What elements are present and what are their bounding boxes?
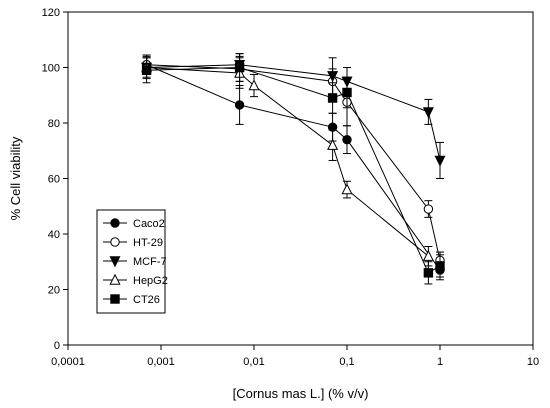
series-caco2 (141, 54, 445, 281)
legend-label: HepG2 (133, 275, 168, 287)
legend-item-ht-29: HT-29 (103, 237, 163, 249)
data-point (341, 183, 353, 195)
data-point (342, 134, 352, 145)
data-point (327, 138, 339, 150)
data-point (234, 100, 245, 110)
series-line (146, 66, 441, 274)
series-hepg2 (141, 57, 434, 267)
legend-marker (109, 256, 121, 268)
data-point (422, 107, 434, 119)
data-point (423, 204, 434, 214)
data-point (434, 155, 446, 167)
series-mcf-7 (141, 53, 446, 179)
x-axis-title: [Cornus mas L.] (% v/v) (233, 386, 369, 401)
y-axis-title: % Cell viability (8, 136, 23, 220)
data-point (327, 71, 339, 83)
x-tick-label: 0,1 (339, 356, 354, 368)
data-point (342, 87, 352, 98)
legend-marker (110, 218, 120, 228)
data-point (327, 93, 338, 103)
x-tick-label: 0,001 (147, 356, 175, 368)
y-tick-label: 40 (48, 229, 60, 241)
legend-label: Caco2 (133, 218, 165, 230)
data-point (234, 62, 245, 73)
legend: Caco2 HT-29 MCF-7 HepG2 CT26 (96, 209, 168, 314)
series-line (146, 67, 429, 257)
data-point (141, 65, 152, 75)
legend-marker (110, 294, 120, 304)
legend-item-mcf-7: MCF-7 (103, 256, 167, 268)
y-tick-label: 80 (48, 118, 60, 130)
series-ht-29 (141, 54, 445, 270)
legend-item-caco2: Caco2 (103, 218, 165, 230)
series-line (146, 64, 441, 161)
series-line (146, 64, 441, 261)
legend-item-hepg2: HepG2 (103, 273, 168, 287)
legend-label: HT-29 (133, 237, 163, 249)
x-tick-label: 10 (527, 356, 539, 368)
y-tick-label: 0 (54, 340, 60, 352)
y-tick-label: 60 (48, 174, 60, 186)
x-tick-label: 0,01 (243, 356, 264, 368)
data-point (248, 79, 260, 91)
legend-label: MCF-7 (133, 256, 167, 268)
y-tick-label: 100 (42, 63, 60, 75)
series-line (146, 64, 441, 271)
plot-area (141, 53, 446, 285)
legend-label: CT26 (133, 294, 160, 306)
data-point (435, 261, 445, 271)
legend-marker (109, 273, 121, 285)
y-tick-label: 20 (48, 285, 60, 297)
legend-marker (110, 237, 120, 247)
x-tick-label: 1 (437, 356, 443, 368)
data-point (422, 249, 434, 261)
legend-item-ct26: CT26 (103, 294, 160, 306)
y-tick-label: 120 (42, 7, 60, 19)
series-ct26 (141, 53, 445, 285)
x-tick-label: 0,0001 (51, 356, 85, 368)
data-point (423, 268, 434, 278)
